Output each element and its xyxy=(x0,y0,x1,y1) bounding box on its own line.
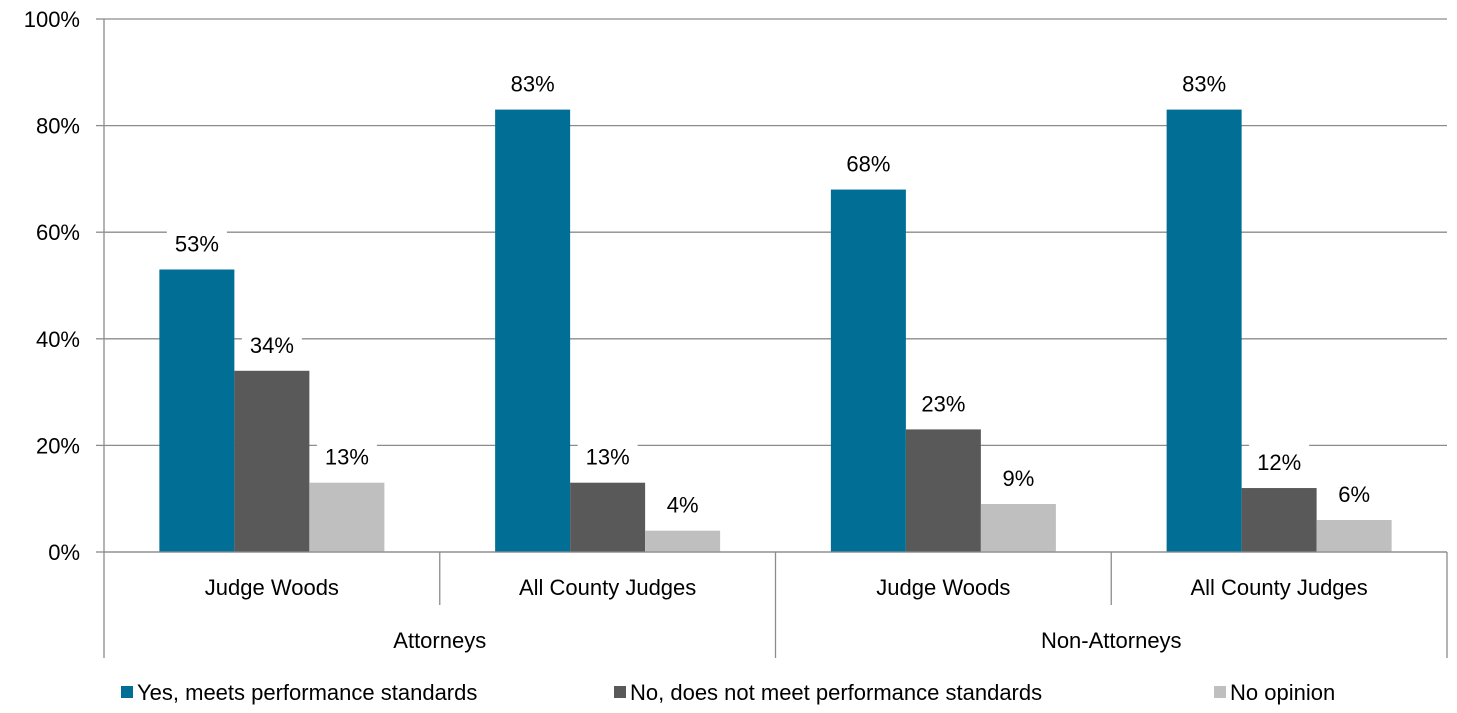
bar xyxy=(495,109,571,553)
legend-swatch xyxy=(614,686,626,698)
bar xyxy=(980,504,1056,552)
data-label-background xyxy=(577,438,638,473)
bars xyxy=(159,109,1392,553)
data-labels: 53% 34% 13% 83% 13% 4% 68% 23% 9% 83% 12% 6% xyxy=(166,65,1385,521)
category-label: Judge Woods xyxy=(876,575,1010,600)
data-label-background xyxy=(502,65,563,100)
category-label: Judge Woods xyxy=(205,575,339,600)
data-label: 13% xyxy=(325,445,369,470)
data-label: 83% xyxy=(1182,72,1226,97)
bar xyxy=(830,189,906,552)
data-label: 13% xyxy=(586,445,630,470)
data-label: 83% xyxy=(511,72,555,97)
data-label-background xyxy=(913,385,974,420)
data-label-background xyxy=(988,460,1049,495)
bar xyxy=(645,530,721,552)
data-label-background xyxy=(241,326,302,361)
legend-swatch xyxy=(1214,686,1226,698)
bar xyxy=(1241,488,1317,552)
data-label-background xyxy=(1324,476,1385,511)
group-label: Attorneys xyxy=(393,628,486,653)
data-label-background xyxy=(1174,65,1235,100)
bar xyxy=(159,269,235,552)
y-tick-label: 20% xyxy=(36,433,80,458)
legend-label: Yes, meets performance standards xyxy=(137,680,477,705)
y-tick-label: 0% xyxy=(48,540,80,565)
data-label: 53% xyxy=(175,232,219,257)
data-label-background xyxy=(838,145,899,180)
data-label-background xyxy=(652,486,713,521)
data-label-background xyxy=(316,438,377,473)
data-label: 12% xyxy=(1257,450,1301,475)
bar xyxy=(905,429,981,552)
bar xyxy=(570,482,646,552)
legend-swatch xyxy=(121,686,133,698)
legend-label: No opinion xyxy=(1230,680,1335,705)
bar xyxy=(1316,520,1392,552)
axes: 0% 20% 40% 60% 80% 100% Judge Woods All County … xyxy=(24,7,1448,658)
data-label: 23% xyxy=(921,391,965,416)
category-label: All County Judges xyxy=(519,575,696,600)
data-label-background xyxy=(1249,444,1310,479)
data-label: 34% xyxy=(250,333,294,358)
legend: Yes, meets performance standards No, does… xyxy=(121,680,1335,705)
y-tick-label: 40% xyxy=(36,327,80,352)
data-label-background xyxy=(166,225,227,260)
category-label: All County Judges xyxy=(1190,575,1367,600)
y-tick-label: 100% xyxy=(24,7,80,32)
bar xyxy=(309,482,385,552)
data-label: 4% xyxy=(667,493,699,518)
group-label: Non-Attorneys xyxy=(1041,628,1182,653)
data-label: 9% xyxy=(1002,466,1034,491)
legend-label: No, does not meet performance standards xyxy=(630,680,1042,705)
data-label: 6% xyxy=(1338,482,1370,507)
bar xyxy=(234,370,310,552)
y-tick-label: 80% xyxy=(36,114,80,139)
data-label: 68% xyxy=(846,152,890,177)
bar xyxy=(1166,109,1242,553)
y-tick-label: 60% xyxy=(36,220,80,245)
